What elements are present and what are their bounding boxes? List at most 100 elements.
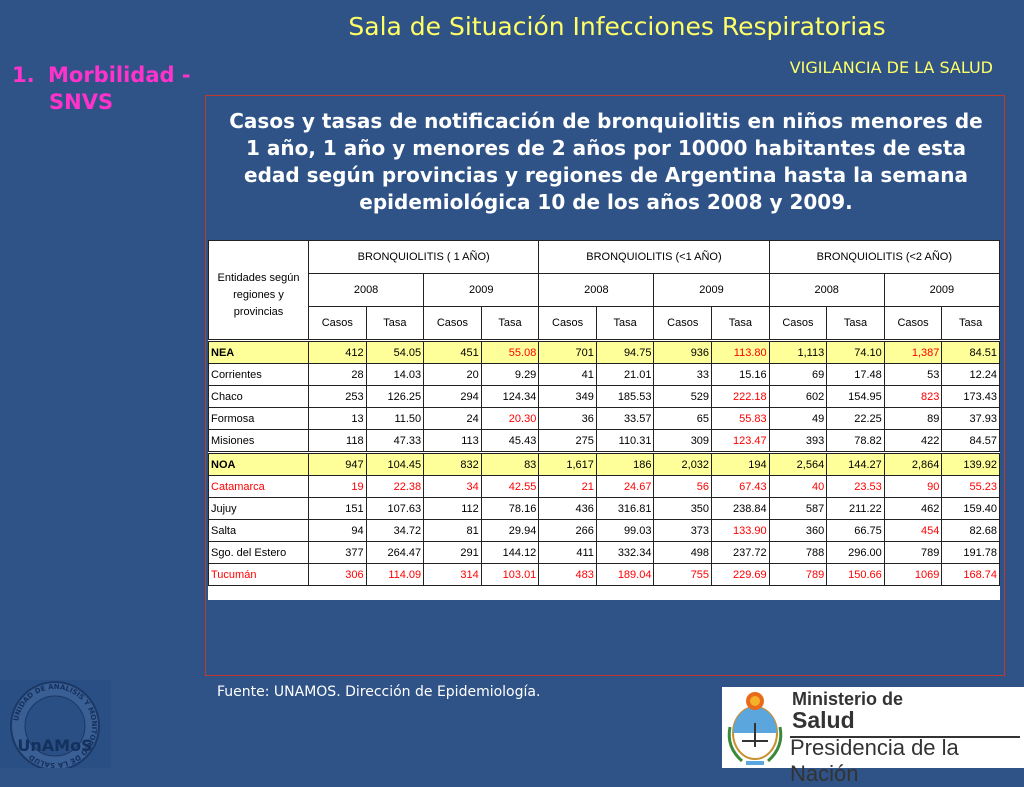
row-name: NEA (208, 340, 309, 364)
table-cell: 99.03 (595, 519, 655, 542)
table-cell: 316.81 (595, 497, 655, 520)
table-cell: 436 (538, 497, 597, 520)
table-row: Corrientes 28 14.03 20 9.29 41 21.01 33 15.16 69 1… (208, 363, 1000, 386)
table-cell: 90 (883, 475, 943, 498)
table-cell: 55.08 (480, 340, 540, 364)
table-row: Salta 94 34.72 81 29.94 266 99.03 373 133.90 360 6… (208, 519, 1000, 542)
table-cell: 832 (423, 452, 482, 476)
table-cell: 15.16 (711, 363, 770, 386)
table-cell: 37.93 (941, 407, 1000, 430)
table-cell: 462 (883, 497, 943, 520)
table-cell: 314 (423, 563, 482, 586)
data-table-container: Entidades según regiones y provincias BR… (208, 240, 1000, 600)
table-cell: 306 (308, 563, 367, 586)
metric-header: Casos (883, 306, 943, 341)
year-header: 2008 (538, 273, 655, 307)
table-cell: 82.68 (941, 519, 1000, 542)
table-cell: 114.09 (365, 563, 425, 586)
year-header: 2008 (768, 273, 885, 307)
table-row: Sgo. del Estero 377 264.47 291 144.12 411 332.… (208, 541, 1000, 564)
section-heading: 1. Morbilidad - SNVS (12, 62, 191, 116)
table-cell: 1,113 (768, 340, 828, 364)
table-cell: 83 (480, 452, 540, 476)
table-cell: 55.23 (941, 475, 1000, 498)
year-header: 2009 (653, 273, 770, 307)
table-cell: 2,032 (653, 452, 713, 476)
table-cell: 53 (883, 363, 943, 386)
table-cell: 94.75 (595, 340, 655, 364)
table-cell: 123.47 (711, 429, 770, 453)
table-cell: 34 (423, 475, 482, 498)
table-row: Tucumán 306 114.09 314 103.01 483 189.04 755 229… (208, 563, 1000, 586)
unamos-logo-text: UnAMoS (17, 736, 92, 755)
table-cell: 21.01 (595, 363, 655, 386)
table-cell: 1,617 (538, 452, 597, 476)
table-row: Catamarca 19 22.38 34 42.55 21 24.67 56 67.43 40 2… (208, 475, 1000, 498)
slide-title: Sala de Situación Infecciones Respirator… (348, 12, 886, 41)
year-header: 2009 (423, 273, 540, 307)
table-cell: 266 (538, 519, 597, 542)
row-name: Sgo. del Estero (208, 541, 309, 564)
ministerio-line1: Ministerio de (792, 689, 904, 709)
table-cell: 89 (883, 407, 943, 430)
table-cell: 21 (538, 475, 597, 498)
row-name: Salta (208, 519, 309, 542)
table-cell: 947 (308, 452, 367, 476)
table-cell: 151 (308, 497, 367, 520)
group-header-1: BRONQUIOLITIS ( 1 AÑO) (307, 240, 540, 274)
table-cell: 454 (883, 519, 943, 542)
metric-header: Tasa (595, 306, 655, 341)
table-cell: 42.55 (480, 475, 540, 498)
table-cell: 373 (653, 519, 713, 542)
year-header: 2008 (307, 273, 425, 307)
table-cell: 191.78 (941, 541, 1000, 564)
table-cell: 13 (308, 407, 367, 430)
row-name: Misiones (208, 429, 309, 453)
table-cell: 20.30 (480, 407, 540, 430)
group-header-2: BRONQUIOLITIS (<1 AÑO) (538, 240, 770, 274)
table-cell: 602 (768, 385, 828, 408)
table-cell: 22.25 (826, 407, 885, 430)
table-cell: 237.72 (711, 541, 770, 564)
row-name: Chaco (208, 385, 309, 408)
table-cell: 789 (768, 563, 828, 586)
table-cell: 238.84 (711, 497, 770, 520)
table-cell: 377 (308, 541, 367, 564)
table-cell: 701 (538, 340, 597, 364)
table-cell: 133.90 (711, 519, 770, 542)
table-cell: 65 (653, 407, 713, 430)
table-cell: 264.47 (365, 541, 425, 564)
table-cell: 110.31 (595, 429, 655, 453)
table-cell: 296.00 (826, 541, 885, 564)
escudo-icon (727, 692, 783, 765)
table-cell: 529 (653, 385, 713, 408)
table-cell: 113.80 (711, 340, 770, 364)
table-cell: 291 (423, 541, 482, 564)
table-cell: 587 (768, 497, 828, 520)
table-cell: 189.04 (595, 563, 655, 586)
table-cell: 150.66 (826, 563, 885, 586)
table-cell: 755 (653, 563, 713, 586)
table-cell: 40 (768, 475, 828, 498)
ministerio-line3: Presidencia de la Nación (790, 735, 959, 786)
table-cell: 294 (423, 385, 482, 408)
table-cell: 194 (711, 452, 770, 476)
table-cell: 45.43 (480, 429, 540, 453)
table-cell: 451 (423, 340, 482, 364)
table-row: Misiones 118 47.33 113 45.43 275 110.31 309 123.… (208, 429, 1000, 453)
table-cell: 2,564 (768, 452, 828, 476)
table-cell: 47.33 (365, 429, 425, 453)
table-cell: 118 (308, 429, 367, 453)
table-cell: 33 (653, 363, 713, 386)
table-cell: 126.25 (365, 385, 425, 408)
table-cell: 144.12 (480, 541, 540, 564)
table-cell: 36 (538, 407, 597, 430)
table-cell: 173.43 (941, 385, 1000, 408)
row-name: Formosa (208, 407, 309, 430)
table-cell: 823 (883, 385, 943, 408)
table-cell: 19 (308, 475, 367, 498)
table-row: Formosa 13 11.50 24 20.30 36 33.57 65 55.83 49 22.… (208, 407, 1000, 430)
table-cell: 14.03 (365, 363, 425, 386)
metric-header: Tasa (711, 306, 770, 341)
table-cell: 412 (308, 340, 367, 364)
